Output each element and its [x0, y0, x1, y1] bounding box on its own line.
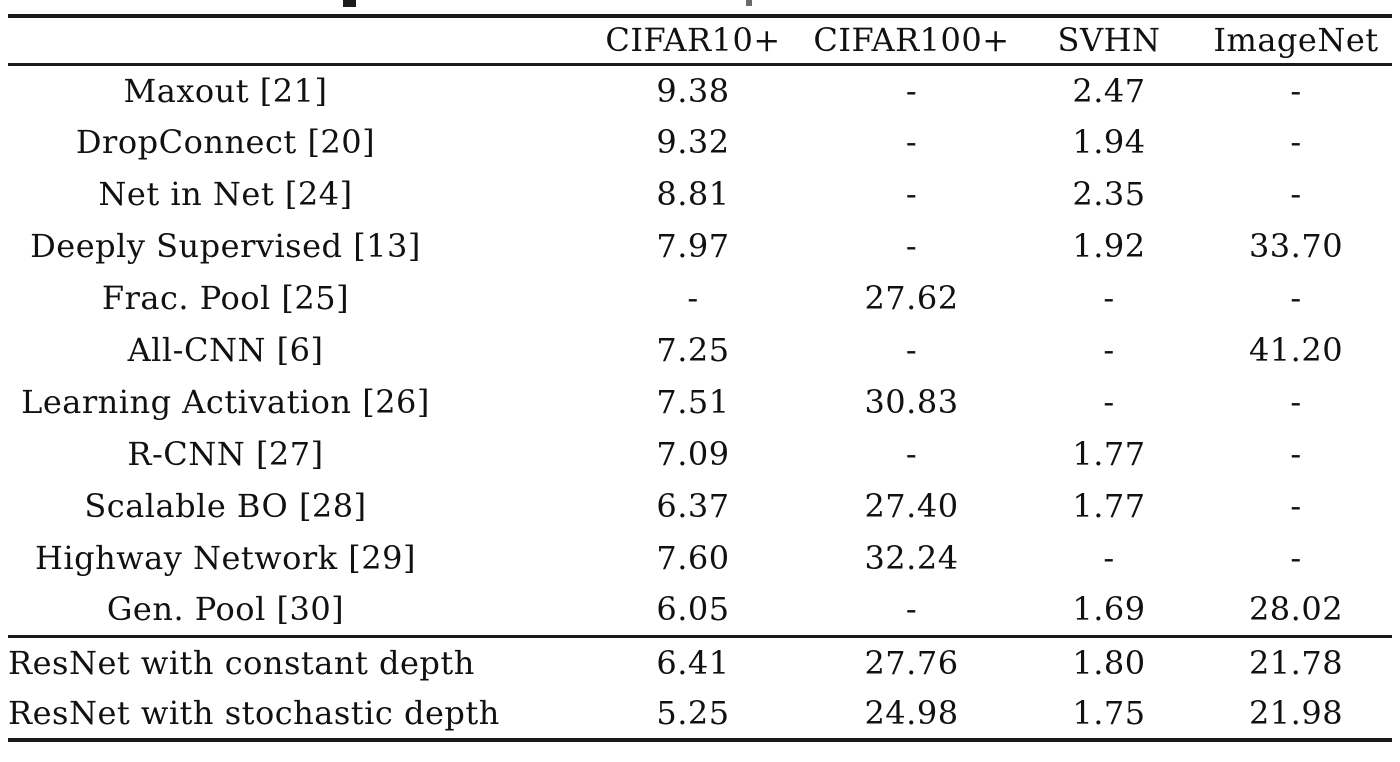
- row-label: ResNet with stochastic depth: [8, 694, 500, 732]
- row-label: DropConnect [20]: [75, 123, 376, 161]
- cell-cifar100: 32.24: [864, 539, 959, 577]
- cell-svhn: -: [1103, 331, 1115, 369]
- cell-imagenet: 21.78: [1200, 634, 1392, 688]
- row-label: All-CNN [6]: [127, 331, 324, 369]
- row-label: R-CNN [27]: [127, 435, 324, 473]
- table-row: Maxout [21] 9.38 - 2.47 -: [8, 64, 1392, 116]
- row-label: Deeply Supervised [13]: [30, 227, 421, 265]
- cell-cifar10: 7.09: [656, 435, 730, 473]
- cell-cifar10: 6.41: [581, 634, 805, 688]
- error-rate-table: CIFAR10+ CIFAR100+ SVHN ImageNet Maxout …: [8, 14, 1392, 742]
- cell-svhn: -: [1103, 383, 1115, 421]
- header-empty-cell: [8, 16, 581, 66]
- table-row: Gen. Pool [30] 6.05 - 1.69 28.02: [8, 584, 1392, 636]
- cell-cifar10: 9.38: [656, 71, 730, 110]
- row-label: Gen. Pool [30]: [106, 590, 345, 629]
- cell-imagenet: -: [1290, 383, 1302, 421]
- cell-imagenet: 21.98: [1248, 694, 1344, 732]
- cell-imagenet: 28.02: [1248, 590, 1344, 629]
- cell-cifar100: 30.83: [864, 383, 959, 421]
- column-header-cifar10: CIFAR10+: [581, 16, 805, 66]
- cell-cifar10: 6.37: [656, 487, 730, 525]
- table-row: Deeply Supervised [13] 7.97 - 1.92 33.70: [8, 220, 1392, 272]
- cell-svhn: 1.92: [1072, 227, 1146, 265]
- table-row: Frac. Pool [25] - 27.62 - -: [8, 272, 1392, 324]
- cell-imagenet: -: [1290, 123, 1302, 161]
- table-row: DropConnect [20] 9.32 - 1.94 -: [8, 116, 1392, 168]
- cell-imagenet: 41.20: [1248, 331, 1344, 369]
- cell-svhn: 1.94: [1072, 123, 1146, 161]
- cell-cifar10: -: [687, 279, 699, 317]
- column-header-imagenet: ImageNet: [1200, 16, 1392, 66]
- cell-svhn: 2.35: [1072, 175, 1146, 213]
- cropped-caption-remnant: [343, 0, 356, 7]
- cell-cifar100: -: [905, 227, 918, 265]
- row-label: Learning Activation [26]: [21, 383, 430, 421]
- cell-svhn: 1.69: [1072, 590, 1146, 629]
- cell-cifar100: -: [905, 331, 918, 369]
- table-row: All-CNN [6] 7.25 - - 41.20: [8, 324, 1392, 376]
- cell-cifar100: -: [905, 71, 918, 110]
- row-label: Maxout [21]: [123, 71, 328, 110]
- cell-cifar100: -: [905, 590, 918, 629]
- cell-cifar100: -: [905, 435, 918, 473]
- cell-cifar100: 24.98: [864, 694, 959, 732]
- column-header-svhn: SVHN: [1018, 16, 1200, 66]
- cell-svhn: 1.77: [1072, 487, 1146, 525]
- cell-imagenet: -: [1290, 435, 1302, 473]
- table-row: Learning Activation [26] 7.51 30.83 - -: [8, 376, 1392, 428]
- row-label: Net in Net [24]: [98, 175, 353, 213]
- table-row: Highway Network [29] 7.60 32.24 - -: [8, 532, 1392, 584]
- cell-cifar100: 27.62: [864, 279, 959, 317]
- cell-cifar10: 7.25: [656, 331, 730, 369]
- table-row: Scalable BO [28] 6.37 27.40 1.77 -: [8, 480, 1392, 532]
- cell-cifar100: 27.76: [805, 634, 1018, 688]
- cell-svhn: 2.47: [1072, 71, 1146, 110]
- cell-svhn: 1.77: [1072, 435, 1146, 473]
- table-row: R-CNN [27] 7.09 - 1.77 -: [8, 428, 1392, 480]
- cell-cifar10: 5.25: [656, 694, 730, 732]
- cell-cifar10: 6.05: [656, 590, 730, 629]
- row-label: ResNet with constant depth: [8, 634, 581, 688]
- row-label: Frac. Pool [25]: [101, 279, 350, 317]
- cell-cifar10: 8.81: [656, 175, 730, 213]
- cropped-caption-remnant: [746, 0, 752, 6]
- cell-imagenet: -: [1290, 279, 1302, 317]
- cell-cifar10: 7.51: [656, 383, 730, 421]
- cell-imagenet: -: [1290, 539, 1302, 577]
- cell-imagenet: 33.70: [1248, 227, 1344, 265]
- table-row-resnet-constant: ResNet with constant depth 6.41 27.76 1.…: [8, 634, 1392, 688]
- cell-cifar10: 7.97: [656, 227, 730, 265]
- cell-imagenet: -: [1290, 175, 1302, 213]
- table-row: Net in Net [24] 8.81 - 2.35 -: [8, 168, 1392, 220]
- cell-svhn: -: [1103, 279, 1115, 317]
- cell-cifar10: 7.60: [656, 539, 730, 577]
- cell-cifar100: -: [905, 175, 918, 213]
- cell-svhn: -: [1103, 539, 1115, 577]
- cell-cifar100: 27.40: [864, 487, 959, 525]
- cell-cifar100: -: [905, 123, 918, 161]
- column-header-cifar100: CIFAR100+: [805, 16, 1018, 66]
- cell-imagenet: -: [1290, 487, 1302, 525]
- cell-svhn: 1.80: [1018, 634, 1200, 688]
- row-label: Highway Network [29]: [35, 539, 416, 577]
- table-header-row: CIFAR10+ CIFAR100+ SVHN ImageNet: [8, 16, 1392, 66]
- cell-cifar10: 9.32: [656, 123, 730, 161]
- table-row-resnet-stochastic: ResNet with stochastic depth 5.25 24.98 …: [8, 688, 1392, 740]
- cell-imagenet: -: [1290, 71, 1302, 110]
- row-label: Scalable BO [28]: [84, 487, 367, 525]
- cell-svhn: 1.75: [1072, 694, 1146, 732]
